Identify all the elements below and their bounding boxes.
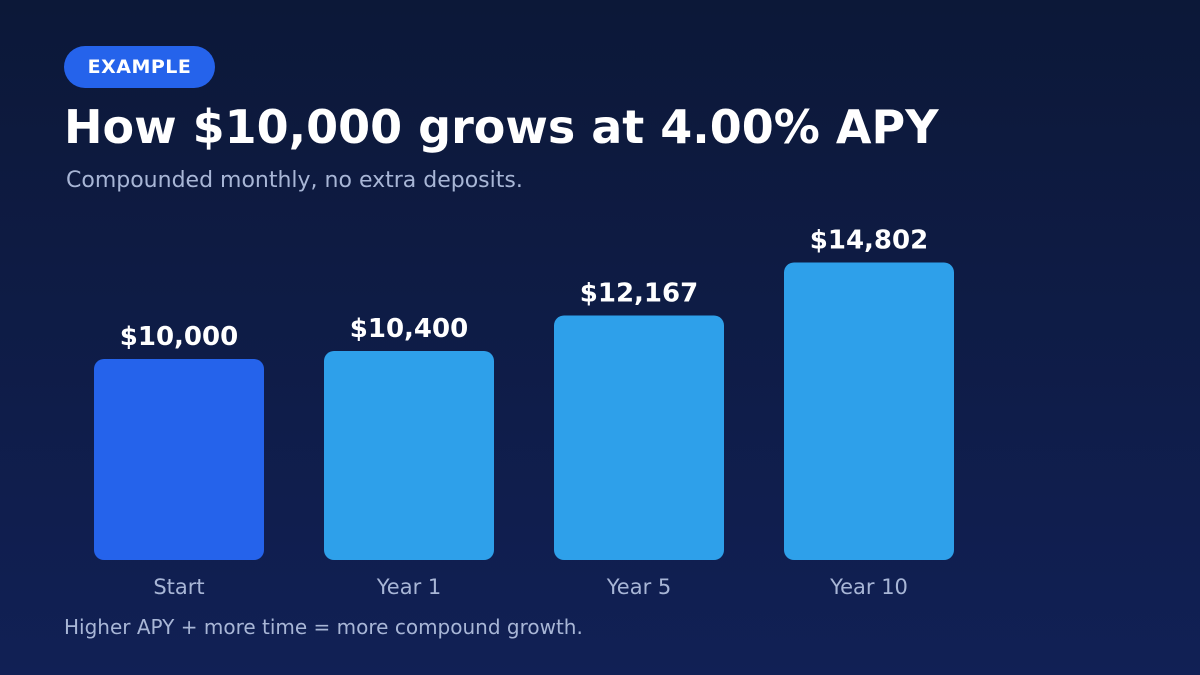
page-title: How $10,000 grows at 4.00% APY	[64, 100, 939, 154]
bar-year-1	[324, 350, 494, 560]
example-badge: EXAMPLE	[64, 46, 215, 88]
page-subtitle: Compounded monthly, no extra deposits.	[66, 168, 523, 193]
bar-start	[94, 359, 264, 560]
bar-value-label: $12,167	[580, 278, 698, 308]
bar-value-label: $10,400	[350, 314, 468, 344]
bar-year-5	[554, 315, 724, 560]
x-tick-label: Year 5	[606, 575, 672, 599]
bar-value-label: $10,000	[120, 322, 238, 352]
x-tick-label: Year 1	[376, 575, 442, 599]
bar-year-10	[784, 262, 954, 560]
footnote: Higher APY + more time = more compound g…	[64, 615, 583, 639]
x-tick-label: Start	[153, 575, 204, 599]
x-tick-label: Year 10	[829, 575, 908, 599]
bar-value-label: $14,802	[810, 225, 928, 255]
